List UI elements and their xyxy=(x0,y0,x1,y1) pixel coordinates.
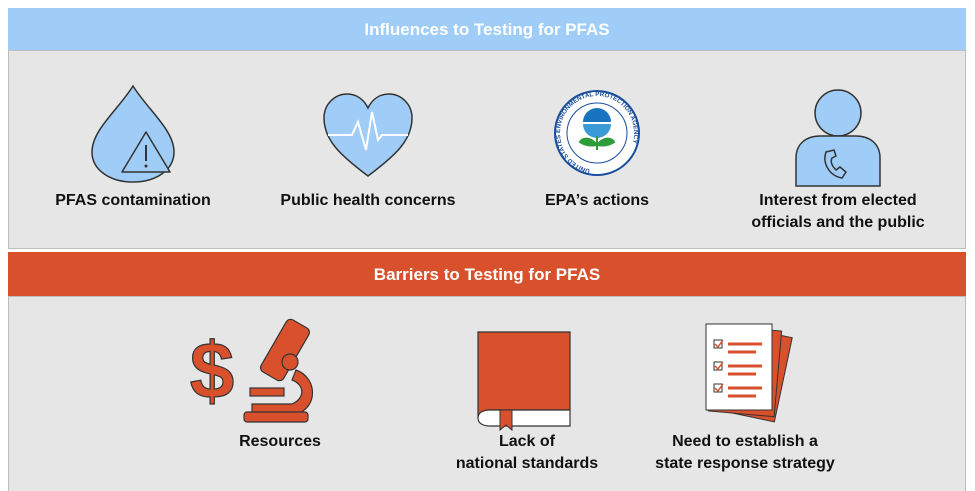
heart-icon xyxy=(323,93,413,177)
barrier-label: Resources xyxy=(239,433,321,450)
influences-header xyxy=(8,8,966,50)
barriers-title: Barriers to Testing for PFAS xyxy=(374,265,600,284)
influence-label: officials and the public xyxy=(751,214,924,231)
drop-icon xyxy=(91,84,175,183)
barriers-header xyxy=(8,252,966,296)
barrier-label: Lack of xyxy=(499,433,556,450)
barrier-label: state response strategy xyxy=(655,455,835,472)
epa-seal: UNITED STATES ENVIRONMENTAL PROTECTION A… xyxy=(554,90,640,176)
svg-text:$: $ xyxy=(190,326,235,415)
influence-label: EPA’s actions xyxy=(545,192,649,209)
papers-icon xyxy=(705,323,793,423)
barrier-label: national standards xyxy=(456,455,598,472)
resources-icon: $ xyxy=(189,318,313,423)
influences-title: Influences to Testing for PFAS xyxy=(364,20,609,39)
barrier-label: Need to establish a xyxy=(672,433,818,450)
influence-label: Public health concerns xyxy=(280,192,455,209)
book-icon xyxy=(477,331,571,432)
influence-label: PFAS contamination xyxy=(55,192,211,209)
person-icon xyxy=(795,89,881,187)
influence-label: Interest from elected xyxy=(759,192,916,209)
